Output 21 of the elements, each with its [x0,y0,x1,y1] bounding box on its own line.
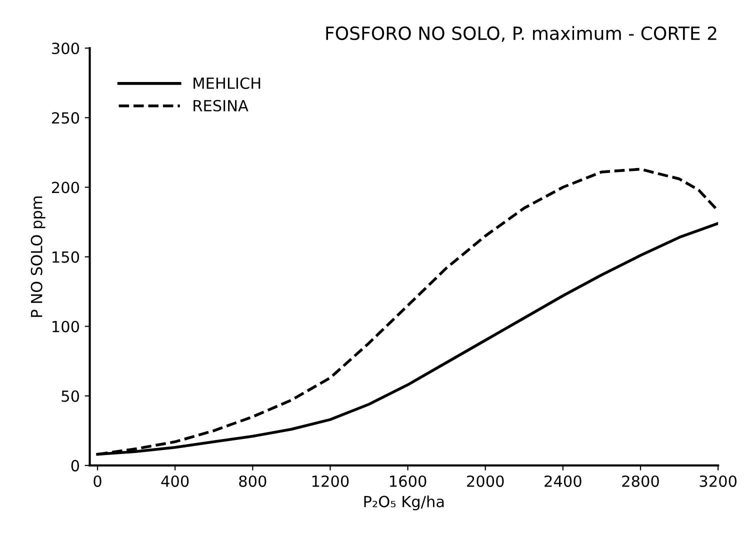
y-tick-label: 0 [71,460,80,472]
y-tick-label: 50 [62,390,80,402]
x-tick-label: 2000 [467,475,504,487]
x-tick-label: 3200 [700,475,737,487]
x-tick-label: 800 [239,475,266,487]
y-tick-label: 250 [52,112,80,124]
x-tick-label: 0 [94,475,102,487]
legend-label: RESINA [194,100,248,112]
x-tick-label: 1200 [312,475,349,487]
x-tick-label: 2800 [622,475,659,487]
legend-label: MEHLICH [194,77,260,90]
y-tick-label: 200 [52,182,80,194]
x-tick-label: 400 [161,475,189,487]
x-tick-label: 2400 [544,475,582,487]
y-tick-label: 100 [52,320,80,332]
y-tick-label: 300 [52,42,80,54]
y-axis-title: P NO SOLO ppm [30,196,46,317]
x-tick-label: 1600 [390,475,426,487]
chart-title: FOSFORO NO SOLO, P. maximum - CORTE 2 [326,26,716,42]
y-tick-label: 150 [52,251,80,263]
x-axis-title: P₂O₅ Kg/ha [364,496,444,510]
